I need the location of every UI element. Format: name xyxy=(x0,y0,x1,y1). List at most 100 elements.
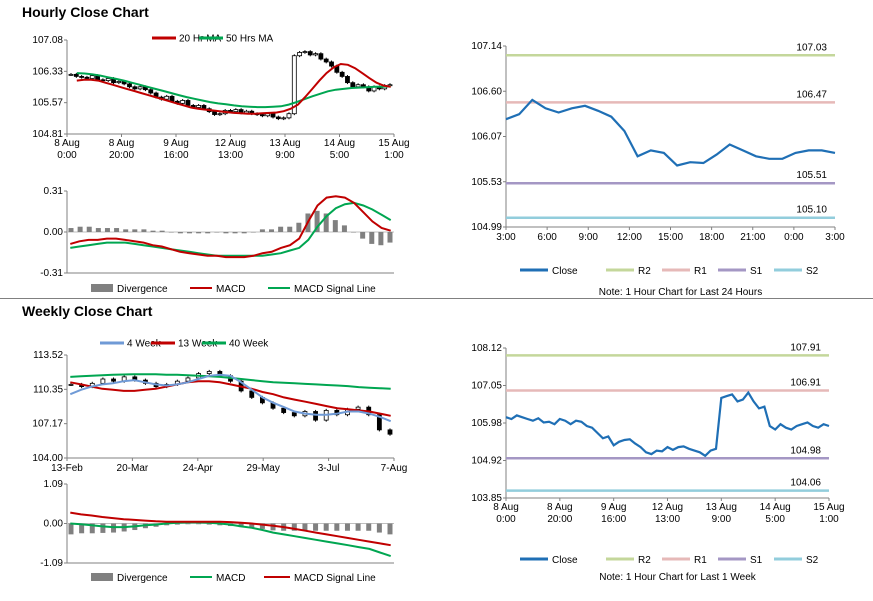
pivot-r1-label: 106.91 xyxy=(790,378,821,389)
divergence-bar xyxy=(223,232,229,234)
divergence-bar xyxy=(168,232,174,233)
candle-body xyxy=(291,412,297,417)
x-tick-label: 9 Aug xyxy=(163,138,189,149)
candle-body xyxy=(185,377,191,382)
candle-body xyxy=(185,100,191,106)
candle-body xyxy=(116,81,122,84)
candle-body xyxy=(259,114,265,117)
y-tick-label: 105.57 xyxy=(32,98,63,109)
candle-body xyxy=(68,73,74,76)
x-tick-label: 8 Aug xyxy=(547,502,573,513)
divergence-bar xyxy=(302,523,308,531)
candle-body xyxy=(89,75,95,79)
legend-label: R1 xyxy=(694,555,707,566)
legend-label: MACD Signal Line xyxy=(294,573,376,584)
macd-signal-line xyxy=(70,511,391,547)
candle-body xyxy=(100,378,106,384)
divergence-bar xyxy=(132,229,138,232)
legend-label: R2 xyxy=(638,555,651,566)
x-tick-label: 21:00 xyxy=(740,232,765,243)
x-tick-label: 13 Aug xyxy=(706,502,737,513)
divergence-bar xyxy=(355,523,361,531)
y-tick-label: 104.00 xyxy=(32,453,63,464)
x-tick-label: 12 Aug xyxy=(652,502,683,513)
x-tick-label: 0:00 xyxy=(784,232,804,243)
candle-body xyxy=(339,71,345,77)
x-tick-label: 13:00 xyxy=(655,514,680,525)
divergence-bar xyxy=(196,523,202,525)
y-tick-label: -1.09 xyxy=(40,558,63,569)
legend-label: MACD xyxy=(216,573,245,584)
divergence-bar xyxy=(177,232,183,234)
x-tick-label: 12 Aug xyxy=(215,138,246,149)
candle-body xyxy=(323,58,329,63)
divergence-bar xyxy=(95,228,101,232)
candle-body xyxy=(127,83,132,88)
wk40-line xyxy=(70,373,391,390)
candle-body xyxy=(180,100,186,104)
divergence-bar xyxy=(241,232,247,234)
x-tick-label: 18:00 xyxy=(699,232,724,243)
legend-label: Close xyxy=(552,266,578,277)
x-tick-label: 0:00 xyxy=(57,150,77,161)
legend-label: S1 xyxy=(750,266,763,277)
x-tick-label: 15 Aug xyxy=(813,502,844,513)
divergence-bar xyxy=(232,232,238,234)
divergence-bar xyxy=(77,226,83,232)
candle-body xyxy=(100,79,106,82)
divergence-bar xyxy=(159,230,165,232)
divergence-bar xyxy=(259,229,265,232)
divergence-bar xyxy=(238,523,244,528)
divergence-bar xyxy=(104,228,110,232)
y-tick-label: 107.14 xyxy=(471,41,502,52)
legend-label: 40 Week xyxy=(229,339,269,350)
candle-body xyxy=(307,51,313,56)
candle-body xyxy=(132,86,138,90)
candle-body xyxy=(281,407,287,413)
x-tick-label: 8 Aug xyxy=(109,138,135,149)
x-tick-label: 3:00 xyxy=(496,232,516,243)
divergence-bar xyxy=(68,523,74,535)
divergence-bar xyxy=(269,229,275,232)
macd-line xyxy=(70,195,391,259)
close-line xyxy=(505,390,830,458)
divergence-bar xyxy=(313,523,319,531)
x-tick-label: 13 Aug xyxy=(269,138,300,149)
candle-body xyxy=(318,53,324,60)
x-tick-label: 8 Aug xyxy=(54,138,80,149)
divergence-bar xyxy=(369,232,375,244)
y-tick-label: 107.17 xyxy=(32,419,63,430)
divergence-bar xyxy=(351,232,357,233)
candle-body xyxy=(212,111,217,115)
candle-body xyxy=(387,429,393,435)
candle-body xyxy=(297,52,303,57)
divergence-bar xyxy=(250,232,256,233)
y-tick-label: 105.53 xyxy=(471,177,502,188)
legend-label: 4 Week xyxy=(127,339,162,350)
x-tick-label: 15:00 xyxy=(658,232,683,243)
x-tick-label: 0:00 xyxy=(496,514,516,525)
x-tick-label: 12:00 xyxy=(617,232,642,243)
divergence-bar xyxy=(89,523,95,534)
divergence-bar xyxy=(150,230,156,232)
y-tick-label: 107.05 xyxy=(471,381,502,392)
candle-body xyxy=(350,82,356,88)
candle-body xyxy=(73,73,79,77)
x-tick-label: 20-Mar xyxy=(117,463,149,474)
x-tick-label: 16:00 xyxy=(163,150,188,161)
y-tick-label: -0.31 xyxy=(40,268,63,279)
legend-label: S1 xyxy=(750,555,763,566)
candle-body xyxy=(313,53,318,56)
x-tick-label: 13:00 xyxy=(218,150,243,161)
divergence-bar xyxy=(314,210,320,232)
divergence-bar xyxy=(79,523,85,534)
divergence-bar xyxy=(387,523,393,535)
x-tick-label: 3:00 xyxy=(825,232,845,243)
legend-swatch xyxy=(91,284,113,292)
legend-label: 50 Hrs MA xyxy=(226,34,274,45)
ma20-line xyxy=(76,62,391,115)
